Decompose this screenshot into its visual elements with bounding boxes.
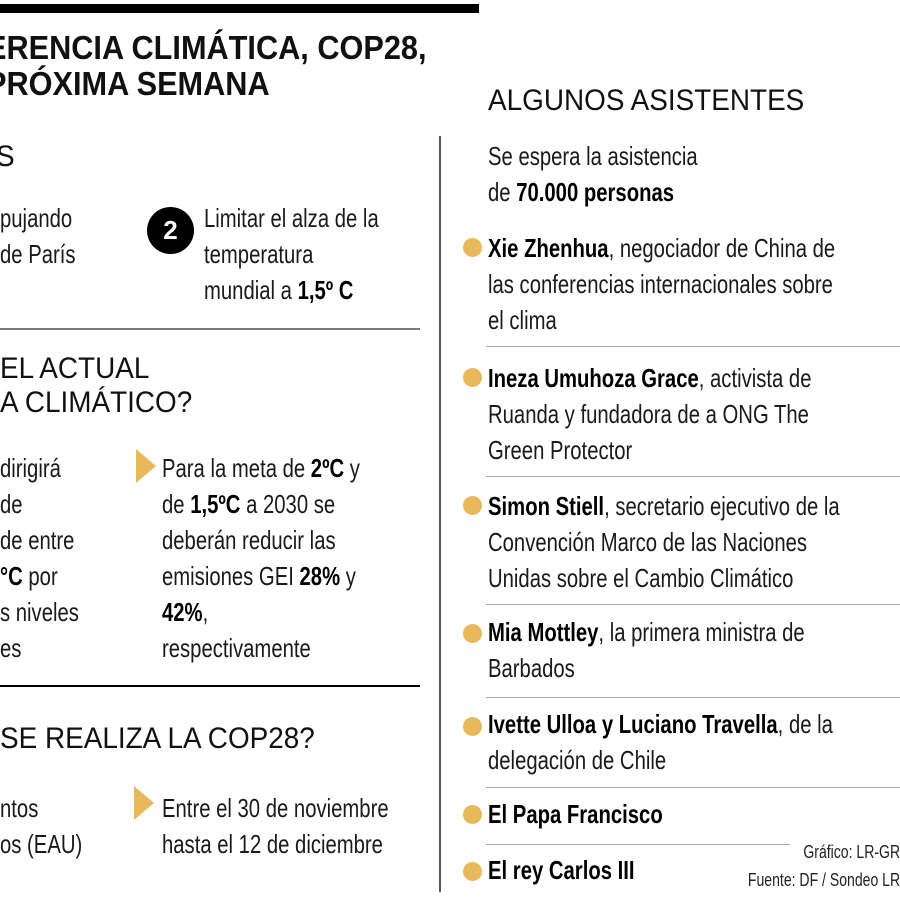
status-right-text: Para la meta de 2ºC y de 1,5ºC a 2030 se…: [162, 453, 360, 663]
list-separator: [486, 476, 900, 477]
bullet-dot-icon: [463, 368, 482, 387]
where-heading: SE REALIZA LA COP28?: [0, 722, 315, 755]
title-line-2: PRÓXIMA SEMANA: [0, 65, 270, 102]
attendee-item: Xie Zhenhua, negociador de China de las …: [488, 233, 836, 335]
triangle-bullet-icon: [134, 786, 154, 820]
attendee-item: El Papa Francisco: [488, 799, 663, 829]
column-divider: [439, 136, 441, 892]
list-separator: [486, 346, 900, 347]
status-heading: EL ACTUAL A CLIMÁTICO?: [0, 352, 193, 419]
attendee-item: Ivette Ulloa y Luciano Travella, de la d…: [488, 709, 833, 775]
objectives-heading: S: [0, 140, 15, 174]
attendee-item: El rey Carlos III: [488, 855, 635, 885]
attendee-item: Ineza Umuhoza Grace, activista de Ruanda…: [488, 363, 812, 465]
credit-source: Fuente: DF / Sondeo LR: [747, 870, 900, 890]
number-badge-2: 2: [147, 207, 194, 254]
list-separator: [486, 604, 900, 605]
objective-1-text: pujando de París: [0, 203, 76, 269]
attendance-intro: Se espera la asistencia de 70.000 person…: [488, 141, 698, 207]
where-right-text: Entre el 30 de noviembre hasta el 12 de …: [162, 793, 389, 859]
bullet-dot-icon: [463, 862, 482, 881]
objective-2-text: Limitar el alza de la temperatura mundia…: [204, 203, 379, 305]
where-left-text: ntos os (EAU): [0, 793, 83, 859]
page-title: ERENCIA CLIMÁTICA, COP28, PRÓXIMA SEMANA: [0, 30, 427, 102]
list-separator: [486, 844, 790, 845]
list-separator: [486, 697, 900, 698]
list-separator: [486, 787, 900, 788]
bullet-dot-icon: [463, 496, 482, 515]
bullet-dot-icon: [463, 805, 482, 824]
credit-graphic: Gráfico: LR-GR: [803, 842, 900, 862]
bullet-dot-icon: [463, 717, 482, 736]
top-rule: [0, 4, 479, 13]
attendee-item: Simon Stiell, secretario ejecutivo de la…: [488, 491, 840, 593]
status-left-text: dirigirá de de entre °C por s niveles es: [0, 453, 79, 663]
bullet-dot-icon: [463, 624, 482, 643]
section-divider: [0, 328, 420, 330]
bullet-dot-icon: [463, 238, 482, 257]
section-divider: [0, 685, 420, 687]
credits: Gráfico: LR-GR Fuente: DF / Sondeo LR: [748, 838, 900, 894]
title-line-1: ERENCIA CLIMÁTICA, COP28,: [0, 29, 427, 66]
attendee-item: Mia Mottley, la primera ministra de Barb…: [488, 617, 805, 683]
triangle-bullet-icon: [136, 449, 156, 483]
attendees-heading: ALGUNOS ASISTENTES: [488, 84, 805, 117]
